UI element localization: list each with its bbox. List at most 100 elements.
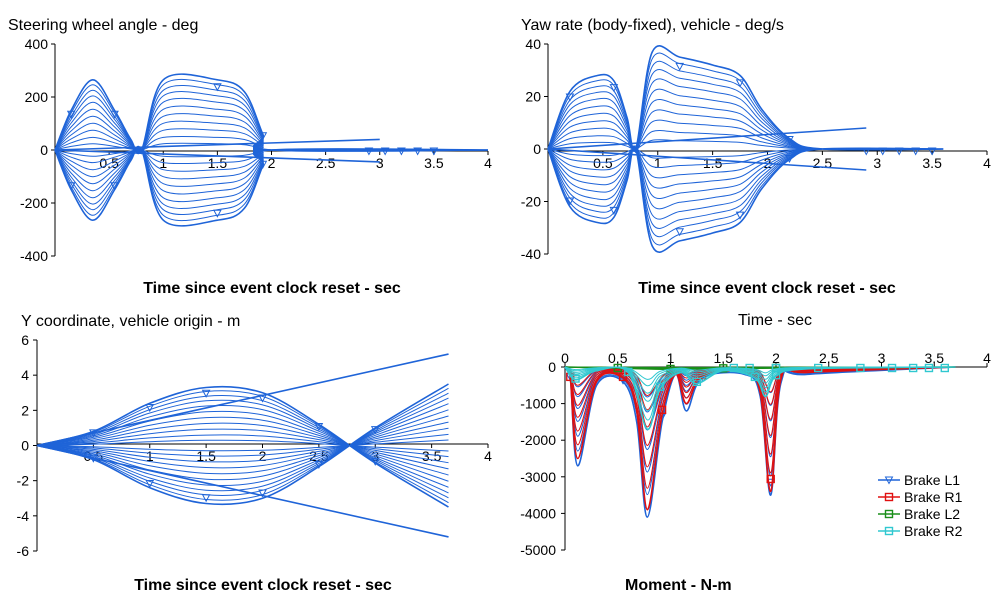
chart-1-axis-marker (927, 147, 937, 156)
chart-2-y-tick-label: 0 (21, 438, 29, 454)
chart-2-series-1-marker (258, 489, 267, 498)
chart-2-series-1-line (36, 387, 449, 501)
chart-2-x-tick-label: 2 (259, 448, 267, 464)
chart-2-series-0-line (36, 422, 449, 470)
chart-3-xlabel: Moment - N-m (625, 577, 732, 594)
chart-2-y-tick-label: -4 (17, 508, 30, 524)
chart-2-y-tick-label: -2 (17, 473, 30, 489)
chart-1-axis-marker (861, 147, 871, 156)
chart-1-series-1-line (547, 148, 944, 169)
chart-3-series-1-marker (766, 474, 775, 484)
chart-1-x-tick-label: 2.5 (813, 155, 833, 171)
chart-1-y-tick-label: -20 (521, 194, 541, 210)
chart-1-series-1-line (547, 146, 944, 220)
chart-1-series-1-marker (565, 197, 575, 206)
chart-3-series-1-marker (618, 372, 628, 382)
chart-1-axis-marker (894, 147, 904, 156)
chart-2-y-tick-label: 6 (21, 332, 29, 348)
chart-1-x-tick-label: 1.5 (703, 155, 723, 171)
chart-2-x-tick-label: 4 (484, 448, 492, 464)
chart-3-x-tick-label: 1 (667, 350, 675, 366)
chart-1-x-tick-label: 0.5 (593, 155, 613, 171)
chart-0-xlabel: Time since event clock reset - sec (143, 280, 401, 297)
chart-0-x-tick-label: 2 (268, 155, 276, 171)
chart-2-series-2-line (36, 353, 449, 447)
chart-3-y-tick-label: -3000 (520, 469, 556, 485)
chart-1-y-tick-label: -40 (521, 246, 541, 262)
chart-3-series-3-marker (750, 372, 760, 382)
legend-marker-3 (884, 526, 894, 536)
chart-1-title: Yaw rate (body-fixed), vehicle - deg/s (521, 17, 784, 34)
chart-2-series-0-marker (201, 389, 211, 398)
chart-0-series-0-marker (110, 110, 119, 119)
chart-3-y-tick-label: 0 (548, 359, 556, 375)
chart-2-series-1-line (36, 433, 449, 457)
chart-3-y-tick-label: -5000 (520, 542, 556, 558)
chart-1-series-1-line (547, 147, 944, 189)
chart-3-series-1-marker (657, 405, 667, 415)
chart-0-x-tick-label: 2.5 (316, 155, 336, 171)
chart-1-y-tick-label: 0 (533, 141, 541, 157)
chart-0-series-1-marker (258, 160, 268, 169)
chart-2-series-0-line (36, 410, 449, 482)
chart-2-series-0-marker (314, 423, 324, 432)
chart-3-axis-marker (745, 363, 754, 373)
chart-3-x-tick-label: 0 (561, 350, 569, 366)
chart-2-xlabel: Time since event clock reset - sec (134, 577, 392, 594)
chart-1-series-1-line (547, 145, 944, 253)
chart-3-x-tick-label: 2.5 (819, 350, 839, 366)
legend-label-3: Brake R2 (904, 523, 963, 539)
chart-1-series-1-line (547, 147, 944, 199)
chart-2-x-tick-label: 3.5 (422, 448, 442, 464)
chart-1-series-1-line (547, 147, 944, 179)
chart-3-title: Time - sec (738, 312, 812, 329)
chart-2-series-0-line (36, 428, 449, 464)
chart-2-y-tick-label: -6 (17, 543, 30, 559)
legend-label-0: Brake L1 (904, 472, 960, 488)
chart-3-x-tick-label: 2 (772, 350, 780, 366)
chart-2-series-0-line (36, 439, 449, 452)
chart-1-x-tick-label: 1 (654, 155, 662, 171)
chart-0-axis-marker (413, 147, 422, 156)
chart-2-series-1-marker (145, 479, 155, 489)
chart-2-y-tick-label: 4 (21, 367, 29, 383)
chart-3-series-3-marker (655, 382, 665, 391)
chart-0-series-0-marker (258, 132, 268, 141)
chart-1-series-1-line (547, 146, 944, 246)
chart-2-series-1-marker (314, 460, 324, 470)
chart-3-axis-marker (940, 363, 949, 373)
chart-1-series-1-line (547, 146, 944, 238)
chart-1-y-tick-label: 40 (525, 36, 541, 52)
chart-0-axis-marker (364, 147, 374, 156)
chart-3-axis-marker (856, 363, 865, 373)
chart-3-axis-marker (729, 363, 738, 373)
legend-label-1: Brake R1 (904, 489, 963, 505)
chart-2-series-0-marker (145, 404, 155, 413)
chart-1-axis-marker (878, 147, 888, 156)
chart-3-series-3-marker (624, 367, 633, 377)
chart-0-series-2-line (54, 138, 380, 151)
chart-3-y-tick-label: -2000 (520, 432, 556, 448)
chart-1-axis-marker (911, 147, 920, 156)
chart-3-series-3-marker (692, 377, 702, 387)
chart-2-series-1-line (36, 409, 449, 481)
chart-1-series-1-marker (609, 206, 619, 215)
chart-1-series-1-marker (735, 211, 745, 220)
chart-1-series-0-marker (785, 136, 794, 145)
chart-3-x-tick-label: 0.5 (608, 350, 628, 366)
chart-0-y-tick-label: 200 (25, 89, 49, 105)
chart-0-axis-marker (380, 147, 390, 156)
chart-0-y-tick-label: 400 (25, 36, 49, 52)
chart-3-series-1-line (564, 366, 956, 468)
chart-3-x-tick-label: 3 (878, 350, 886, 366)
chart-2-series-0-line (36, 385, 449, 508)
chart-0-x-tick-label: 3.5 (424, 155, 444, 171)
chart-2-title: Y coordinate, vehicle origin - m (21, 313, 240, 330)
chart-0-series-1-line (54, 149, 489, 158)
chart-2-series-1-marker (370, 426, 380, 435)
chart-2-series-1-marker (201, 494, 211, 503)
chart-3-axis-marker (887, 363, 897, 373)
chart-3-axis-marker (924, 363, 934, 373)
chart-1-series-1-marker (631, 145, 641, 154)
